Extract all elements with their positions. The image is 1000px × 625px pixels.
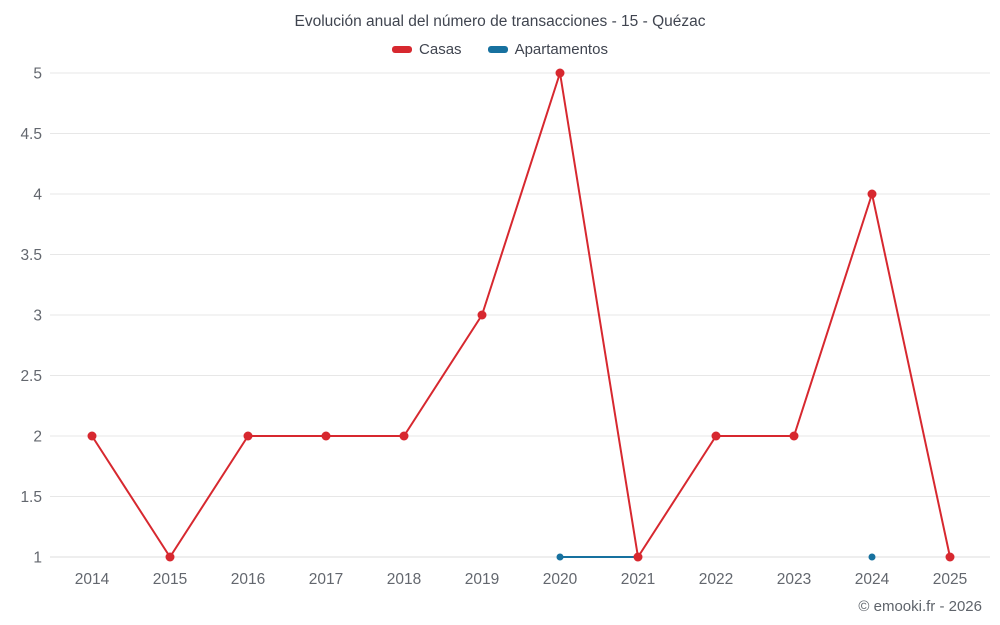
legend-swatch [392,46,413,53]
data-point-casas-2025[interactable] [945,552,955,562]
x-tick-label: 2017 [309,571,343,588]
x-tick-label: 2020 [543,571,578,588]
data-point-casas-2015[interactable] [165,552,175,562]
x-tick-label: 2019 [465,571,499,588]
data-point-apartamentos-2024[interactable] [868,553,876,561]
legend-label: Apartamentos [514,41,608,58]
y-tick-label: 1.5 [20,489,42,506]
chart-title: Evolución anual del número de transaccio… [294,13,706,30]
y-tick-label: 2.5 [20,368,42,385]
data-point-casas-2020[interactable] [555,68,565,78]
data-point-casas-2024[interactable] [867,189,877,199]
series-line-casas [91,72,951,558]
legend-item-apartamentos[interactable]: Apartamentos [487,41,608,58]
legend-label: Casas [419,41,462,58]
data-point-casas-2017[interactable] [321,431,331,441]
x-tick-label: 2025 [933,571,967,588]
data-point-casas-2022[interactable] [711,431,721,441]
data-point-casas-2019[interactable] [477,310,487,320]
y-tick-label: 4 [33,187,42,204]
y-tick-label: 3.5 [20,247,42,264]
data-point-apartamentos-2020[interactable] [556,553,564,561]
legend-swatch [487,46,508,53]
x-tick-label: 2018 [387,571,421,588]
y-tick-label: 1 [33,550,42,567]
data-point-casas-2014[interactable] [87,431,97,441]
chart-legend: Casas Apartamentos [0,41,1000,58]
y-tick-label: 5 [33,66,42,83]
x-tick-label: 2014 [75,571,110,588]
x-tick-label: 2021 [621,571,655,588]
y-tick-label: 4.5 [20,126,42,143]
copyright: © emooki.fr - 2026 [858,598,982,615]
x-tick-label: 2024 [855,571,890,588]
x-tick-label: 2016 [231,571,265,588]
data-point-casas-2021[interactable] [633,552,643,562]
legend-item-casas[interactable]: Casas [392,41,462,58]
y-tick-label: 3 [33,308,42,325]
data-point-casas-2023[interactable] [789,431,799,441]
x-tick-label: 2023 [777,571,811,588]
data-point-casas-2016[interactable] [243,431,253,441]
x-tick-label: 2015 [153,571,187,588]
data-point-casas-2018[interactable] [399,431,409,441]
y-tick-label: 2 [33,429,42,446]
x-tick-label: 2022 [699,571,733,588]
